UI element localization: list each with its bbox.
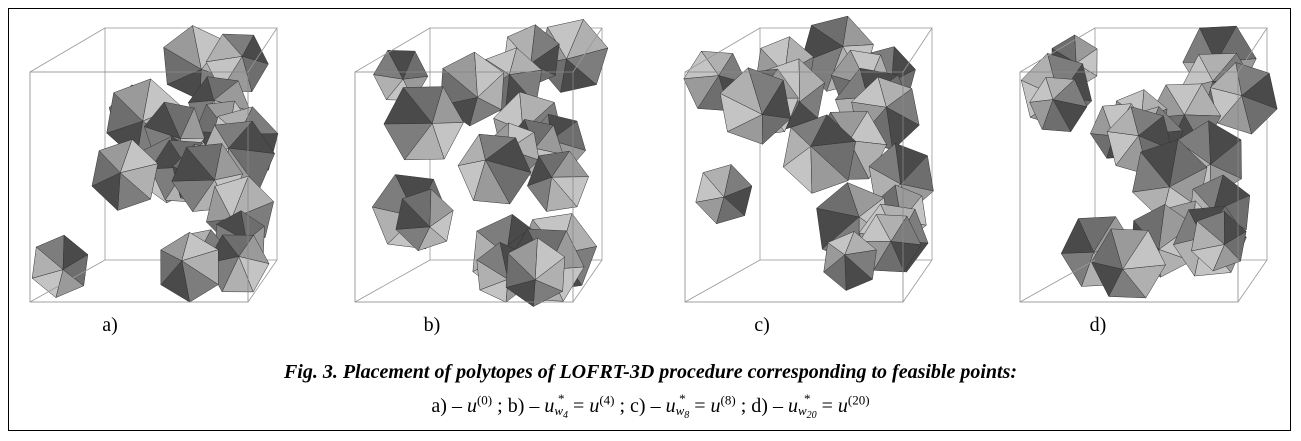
variable: u: [838, 395, 848, 417]
item-prefix: c) –: [630, 395, 661, 417]
subscript-index: 20: [807, 410, 817, 421]
polytope-panel: [30, 25, 278, 302]
subscript-base: w: [676, 403, 685, 418]
superscript: (4): [599, 392, 614, 407]
formula-item: b) – u*w4 = u(4) ;: [508, 395, 630, 417]
cube-edge: [1238, 260, 1267, 302]
subscript-base: w: [554, 403, 563, 418]
panel-label: a): [60, 314, 160, 337]
variable: u: [711, 395, 721, 417]
polytope: [696, 165, 752, 224]
panel-label: d): [1048, 314, 1148, 337]
formula-item: d) – u*w20 = u(20): [751, 395, 869, 417]
panel-label: b): [382, 314, 482, 337]
separator: ;: [619, 395, 625, 417]
subscript-index: 8: [684, 410, 689, 421]
superscript: (0): [477, 392, 492, 407]
variable: u: [589, 395, 599, 417]
polytope-panel: [1020, 26, 1277, 302]
sup-sub: *w8: [676, 393, 690, 422]
polytope-panel: [355, 19, 608, 306]
equals: =: [573, 395, 584, 417]
cube-edge: [685, 260, 760, 302]
subscript: w20: [798, 405, 817, 422]
equals: =: [822, 395, 833, 417]
caption-title: Fig. 3. Placement of polytopes of LOFRT-…: [0, 361, 1301, 384]
variable: u: [666, 395, 676, 417]
item-prefix: d) –: [751, 395, 783, 417]
subscript: w4: [554, 405, 568, 422]
subscript-base: w: [798, 403, 807, 418]
polytope-panel: [684, 16, 934, 302]
cube-edge: [355, 260, 430, 302]
formula-item: c) – u*w8 = u(8) ;: [630, 395, 751, 417]
variable: u: [544, 395, 554, 417]
separator: ;: [497, 395, 503, 417]
polytope-face: [762, 114, 790, 144]
superscript: (8): [721, 392, 736, 407]
formula-item: a) – u(0) ;: [431, 395, 507, 417]
caption-formula: a) – u(0) ; b) – u*w4 = u(4) ; c) – u*w8…: [0, 392, 1301, 422]
polytope: [32, 235, 88, 298]
variable: u: [467, 395, 477, 417]
sup-sub: *w4: [554, 393, 568, 422]
panel-label: c): [712, 314, 812, 337]
figure-panels: [0, 0, 1301, 310]
cube-edge: [30, 28, 105, 72]
page: a) b) c) d) Fig. 3. Placement of polytopes …: [0, 0, 1301, 441]
item-prefix: b) –: [508, 395, 540, 417]
superscript: (20): [848, 392, 870, 407]
subscript-index: 4: [563, 410, 568, 421]
variable: u: [788, 395, 798, 417]
item-prefix: a) –: [431, 395, 462, 417]
equals: =: [694, 395, 705, 417]
sup-sub: *w20: [798, 393, 817, 422]
polytope-face: [843, 16, 874, 46]
separator: ;: [741, 395, 747, 417]
cube-edge: [903, 28, 932, 72]
subscript: w8: [676, 405, 690, 422]
